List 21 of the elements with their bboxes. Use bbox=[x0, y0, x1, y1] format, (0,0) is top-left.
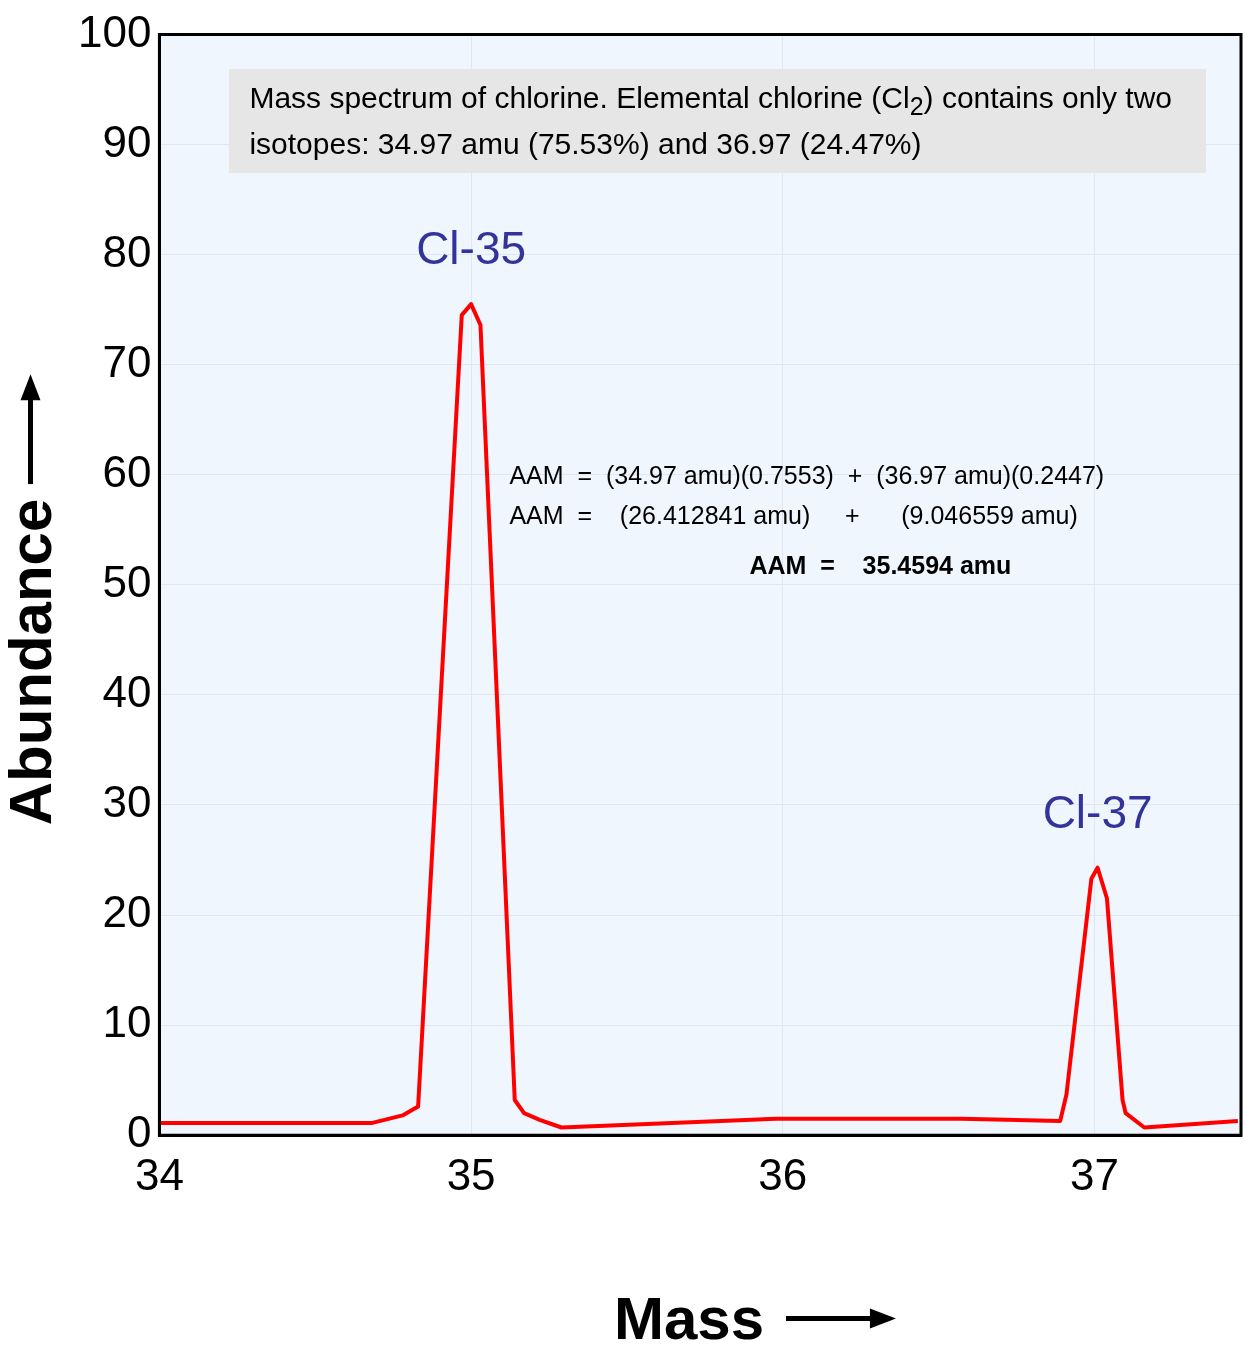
annotation: AAM = (34.97 amu)(0.7553) + (36.97 amu)(0.2447) bbox=[509, 461, 1105, 490]
y-tick-label: 30 bbox=[102, 777, 152, 827]
y-tick-label: 40 bbox=[102, 667, 152, 717]
y-tick-label: 50 bbox=[102, 556, 152, 606]
y-tick-label: 20 bbox=[102, 887, 152, 937]
x-tick-label: 37 bbox=[1070, 1149, 1119, 1199]
y-tick-label: 60 bbox=[102, 446, 152, 496]
x-axis-title: Mass bbox=[613, 1283, 765, 1346]
x-tick-label: 36 bbox=[758, 1149, 808, 1199]
y-tick-label: 70 bbox=[102, 336, 152, 386]
annotation: AAM = 35.4594 amu bbox=[749, 551, 1012, 580]
y-tick-label: 80 bbox=[102, 226, 152, 276]
annotation: Cl-35 bbox=[416, 222, 527, 275]
y-tick-label: 10 bbox=[102, 997, 152, 1047]
x-tick-label: 35 bbox=[446, 1149, 496, 1199]
annotation: Mass spectrum of chlorine. Elemental chlorine (Cl$_{2}$) contains only two isotopes: 34.97 amu (75.53%) and 36.97 (24.47%) bbox=[229, 69, 1206, 174]
y-tick-label: 100 bbox=[77, 6, 152, 56]
annotation: AAM = (26.412841 amu) + (9.046559 amu) bbox=[509, 501, 1078, 530]
y-tick-label: 90 bbox=[102, 116, 152, 166]
y-axis-title: Abundance bbox=[0, 498, 65, 826]
annotation: Cl-37 bbox=[1042, 785, 1153, 838]
